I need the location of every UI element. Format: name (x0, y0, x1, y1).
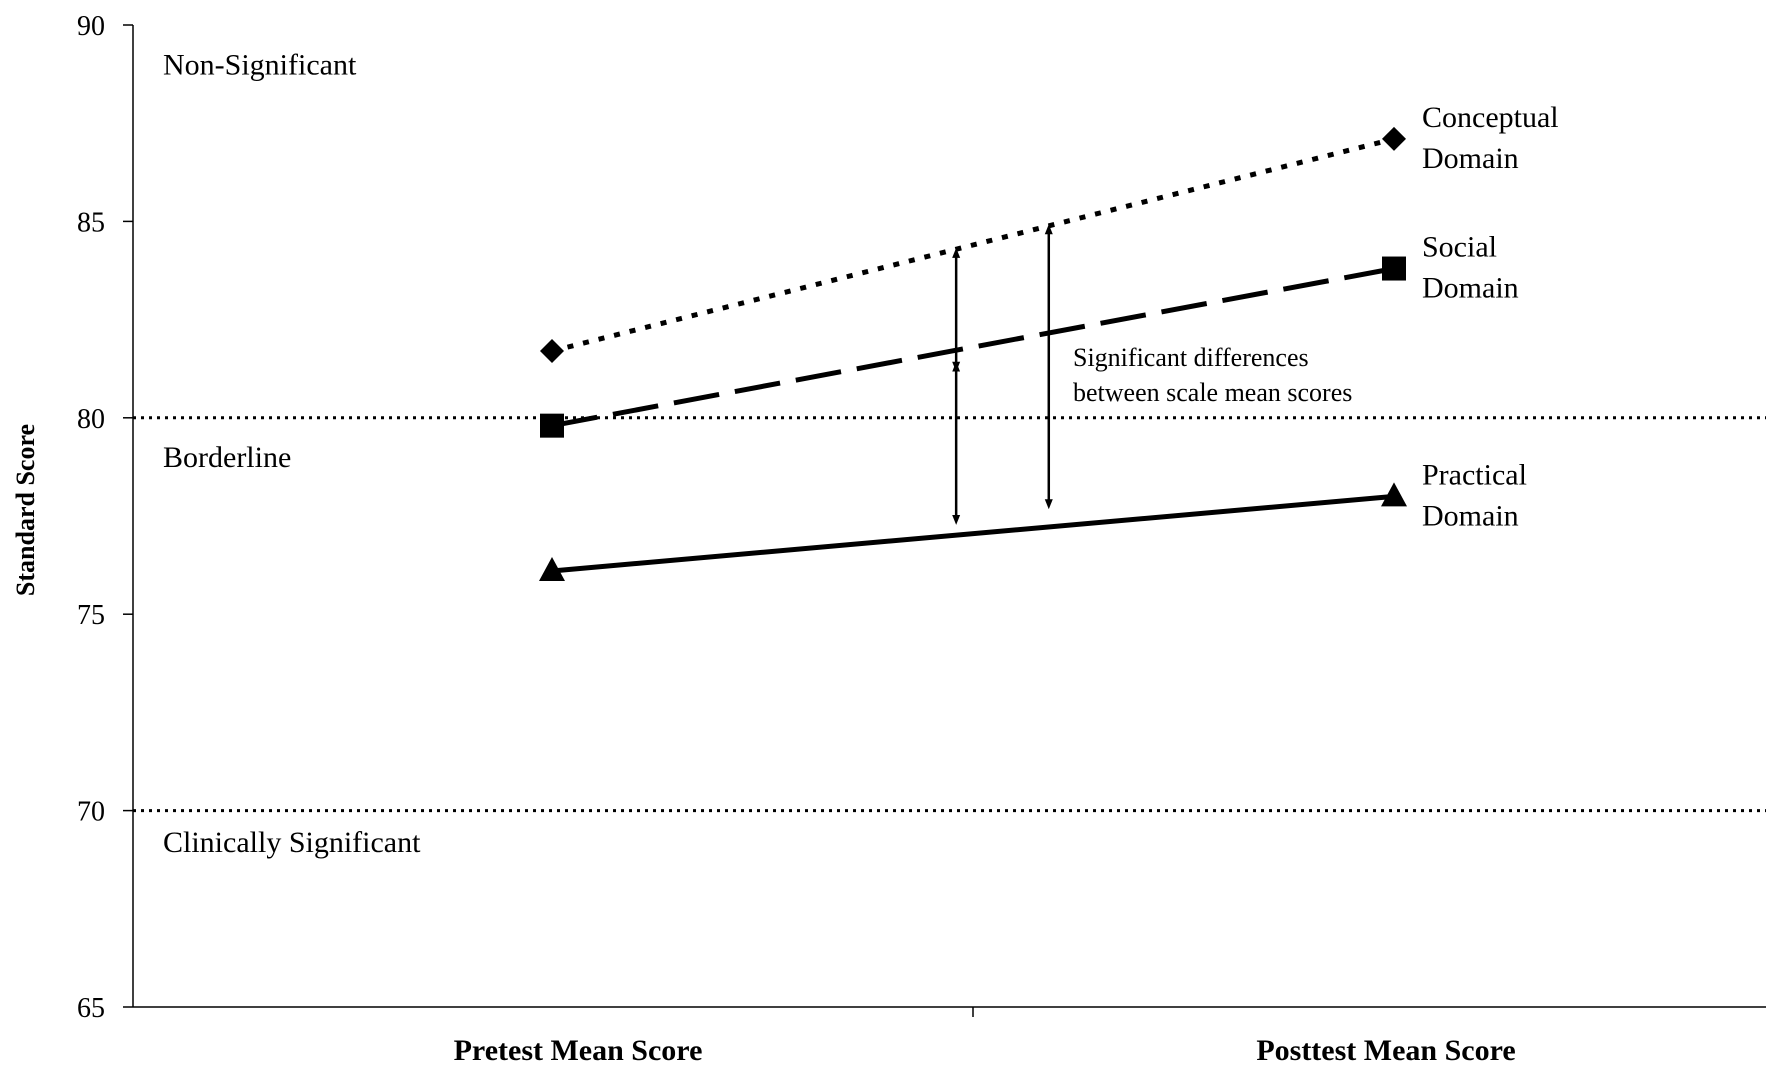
data-point-diamond (540, 339, 564, 364)
y-tick-label: 85 (77, 207, 105, 238)
data-point-diamond (1382, 126, 1406, 151)
series-label-line1: Social (1422, 231, 1497, 264)
series-label-line2: Domain (1422, 499, 1519, 532)
y-tick-label: 90 (77, 11, 105, 42)
y-tick-label: 70 (77, 797, 105, 828)
series-label-line1: Conceptual (1422, 101, 1559, 134)
region-label: Borderline (163, 441, 291, 474)
axes: 65 70 75 80 85 90 Pretest Mean Score Posttest M… (77, 11, 1766, 1067)
y-tick-label: 80 (77, 404, 105, 435)
series-line (551, 266, 1395, 429)
data-point-triangle (1381, 482, 1407, 507)
y-tick-label: 65 (77, 993, 105, 1024)
region-labels: Non-Significant Borderline Clinically Sign… (163, 48, 421, 859)
series-label-line1: Practical (1422, 458, 1527, 491)
data-point-square (1382, 256, 1406, 281)
series-group: Conceptual Domain Social Domain Practical Dom… (539, 101, 1559, 581)
reference-lines (133, 416, 1766, 813)
y-tick-label: 75 (77, 600, 105, 631)
annotation-line2: between scale mean scores (1073, 378, 1352, 407)
annotation-line1: Significant differences (1073, 343, 1309, 372)
series-line (551, 493, 1395, 574)
data-point-square (540, 413, 564, 438)
annotation-group: Significant differences between scale mea… (952, 224, 1352, 525)
y-axis-label: Standard Score (11, 424, 40, 596)
x-category-label: Pretest Mean Score (454, 1034, 703, 1067)
series-line (551, 136, 1395, 354)
series-label-line2: Domain (1422, 272, 1519, 305)
region-label: Clinically Significant (163, 826, 421, 859)
series-label-line2: Domain (1422, 142, 1519, 175)
x-category-label: Posttest Mean Score (1256, 1034, 1515, 1067)
region-label: Non-Significant (163, 48, 357, 81)
data-point-triangle (539, 556, 565, 581)
